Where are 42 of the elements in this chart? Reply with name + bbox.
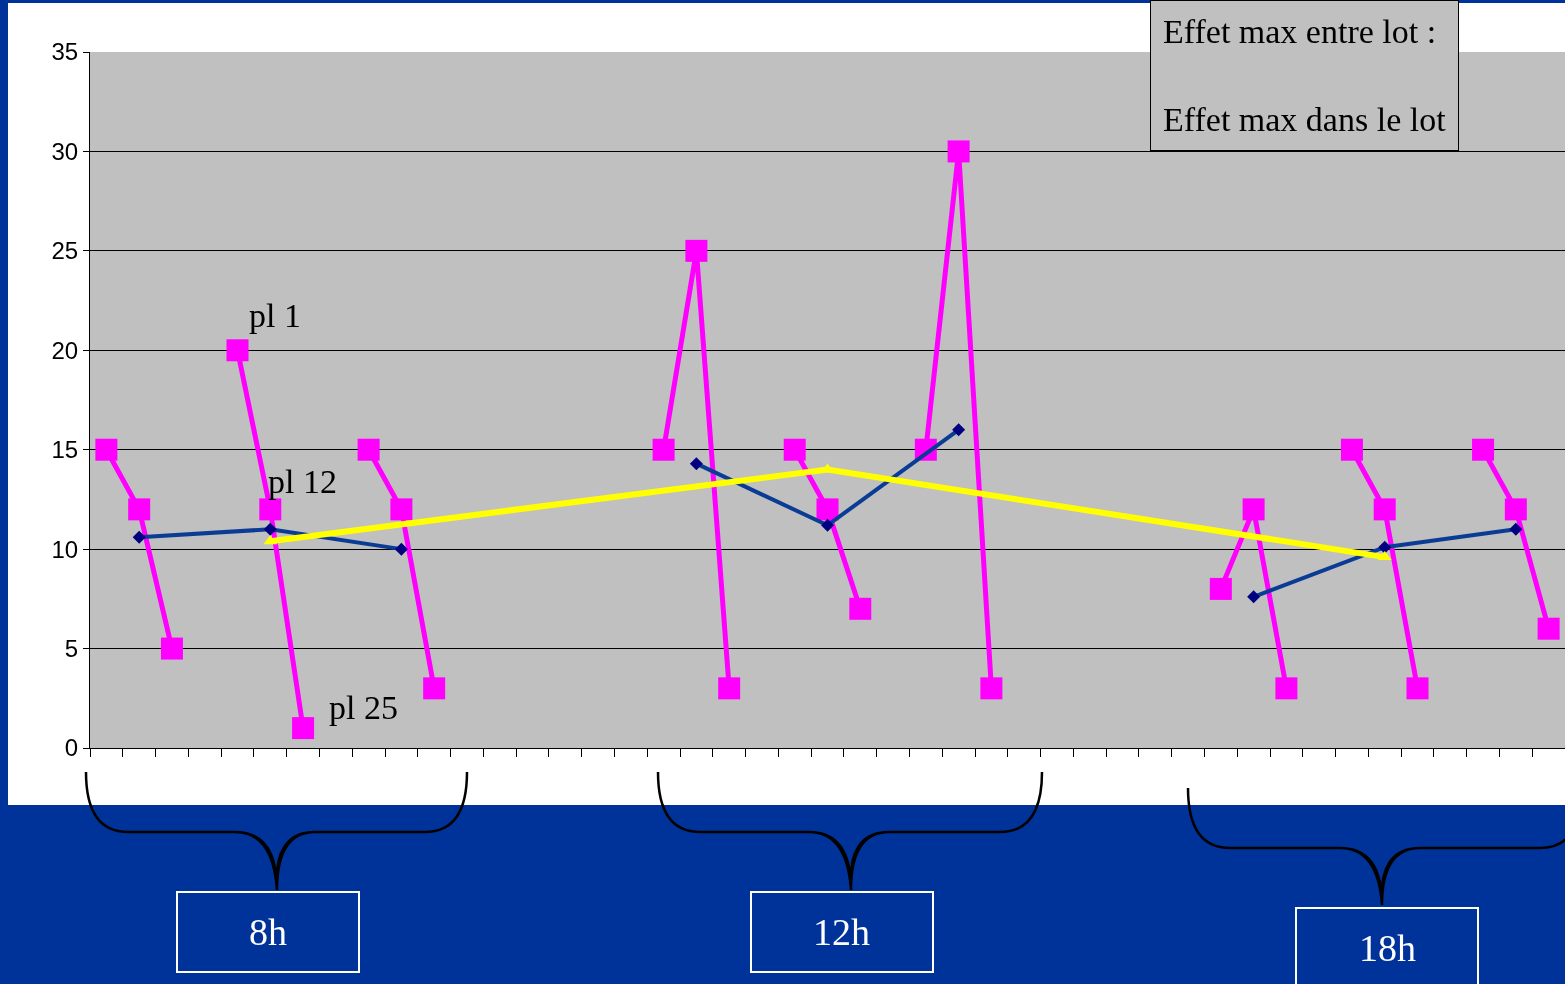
point (226, 339, 249, 362)
point (1209, 577, 1232, 600)
y-tick-label: 0 (64, 734, 79, 762)
y-tick-label: 25 (51, 237, 79, 265)
point (718, 677, 741, 700)
point (783, 438, 806, 461)
point (292, 717, 315, 740)
text: 18h (1359, 927, 1416, 969)
point (685, 239, 708, 262)
point (259, 498, 282, 521)
y-tick-label: 10 (51, 535, 79, 563)
annotation: Effet max dans le lot (1163, 101, 1447, 139)
point (128, 498, 151, 521)
point (1275, 677, 1298, 700)
point (1340, 438, 1363, 461)
point (1373, 498, 1396, 521)
point (1242, 498, 1265, 521)
point (357, 438, 380, 461)
point (980, 677, 1003, 700)
annotation: pl 1 (249, 297, 301, 334)
text: Effet max entre lot : (1163, 13, 1437, 50)
point (1537, 617, 1560, 640)
point (1406, 677, 1429, 700)
point (947, 140, 970, 163)
point (652, 438, 675, 461)
point (390, 498, 413, 521)
point (95, 438, 118, 461)
point (423, 677, 446, 700)
point (816, 498, 839, 521)
y-tick-label: 5 (64, 634, 79, 662)
point (1504, 498, 1527, 521)
y-tick-label: 20 (51, 336, 79, 364)
annotation: pl 12 (268, 463, 337, 500)
y-tick-label: 30 (51, 137, 79, 165)
annotation: pl 25 (329, 689, 398, 726)
point (849, 597, 872, 620)
y-tick-label: 35 (51, 38, 79, 66)
text: 12h (813, 911, 870, 953)
text: 8h (249, 911, 287, 953)
y-tick-label: 15 (51, 436, 79, 464)
point (160, 637, 183, 660)
point (1472, 438, 1495, 461)
